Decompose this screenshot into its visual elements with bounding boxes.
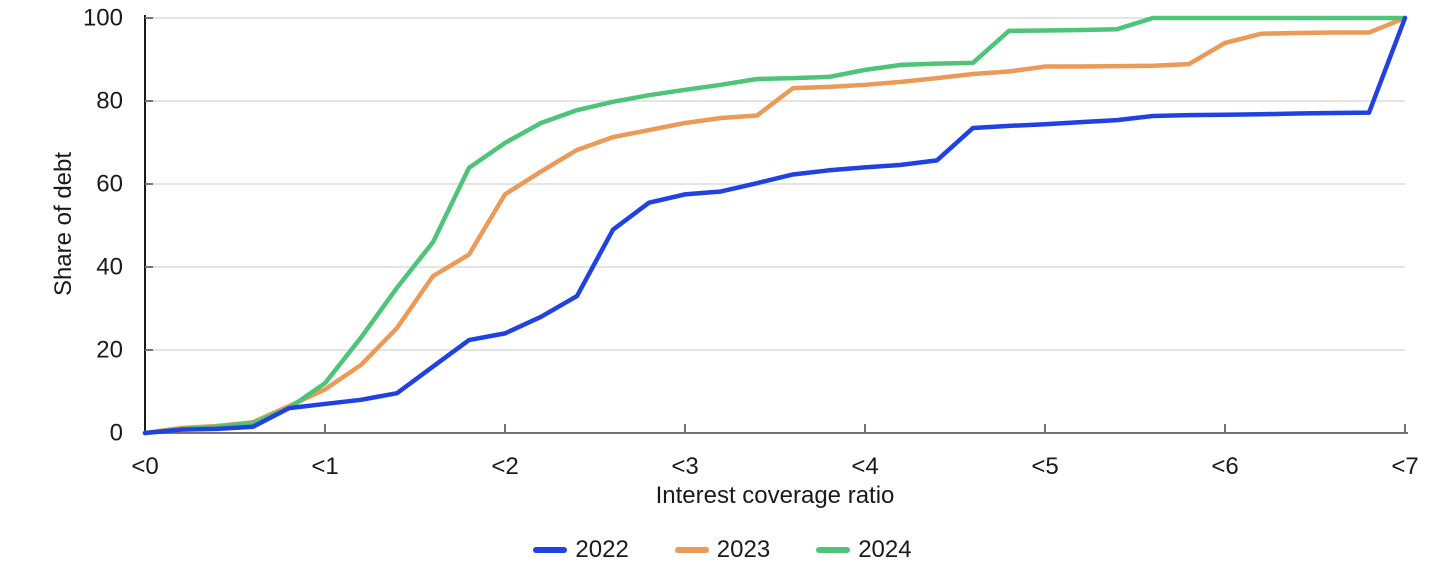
x-tick-label: <0 [131,453,158,480]
y-tick-label: 20 [96,337,123,364]
y-tick-label: 60 [96,171,123,198]
legend-swatch-2024-icon [816,547,851,553]
legend-label-2024: 2024 [858,536,912,563]
x-tick-label: <5 [1031,453,1058,480]
legend-item-2024: 2024 [816,536,912,564]
legend-item-2023: 2023 [674,536,771,564]
legend-swatch-2022-icon [533,547,568,553]
series-line-2024 [142,15,1408,436]
series-line-2023 [142,15,1408,436]
series-line-2022 [142,15,1408,436]
x-tick-label: <7 [1391,453,1418,480]
legend: 2022 2023 2024 [0,536,1445,564]
x-tick-label: <3 [671,453,698,480]
y-tick-label: 0 [110,420,123,447]
x-tick-label: <2 [491,453,518,480]
legend-swatch-2023-icon [674,547,709,553]
x-tick-label: <6 [1211,453,1238,480]
x-tick-label: <4 [851,453,878,480]
y-axis-title: Share of debt [50,151,77,297]
y-tick-label: 80 [96,88,123,115]
legend-label-2022: 2022 [575,536,629,563]
x-tick-label: <1 [311,453,338,480]
y-tick-label: 100 [83,5,123,32]
y-tick-label: 40 [96,254,123,281]
legend-item-2022: 2022 [533,536,629,564]
x-axis-title: Interest coverage ratio [655,482,895,509]
legend-label-2023: 2023 [716,536,771,563]
